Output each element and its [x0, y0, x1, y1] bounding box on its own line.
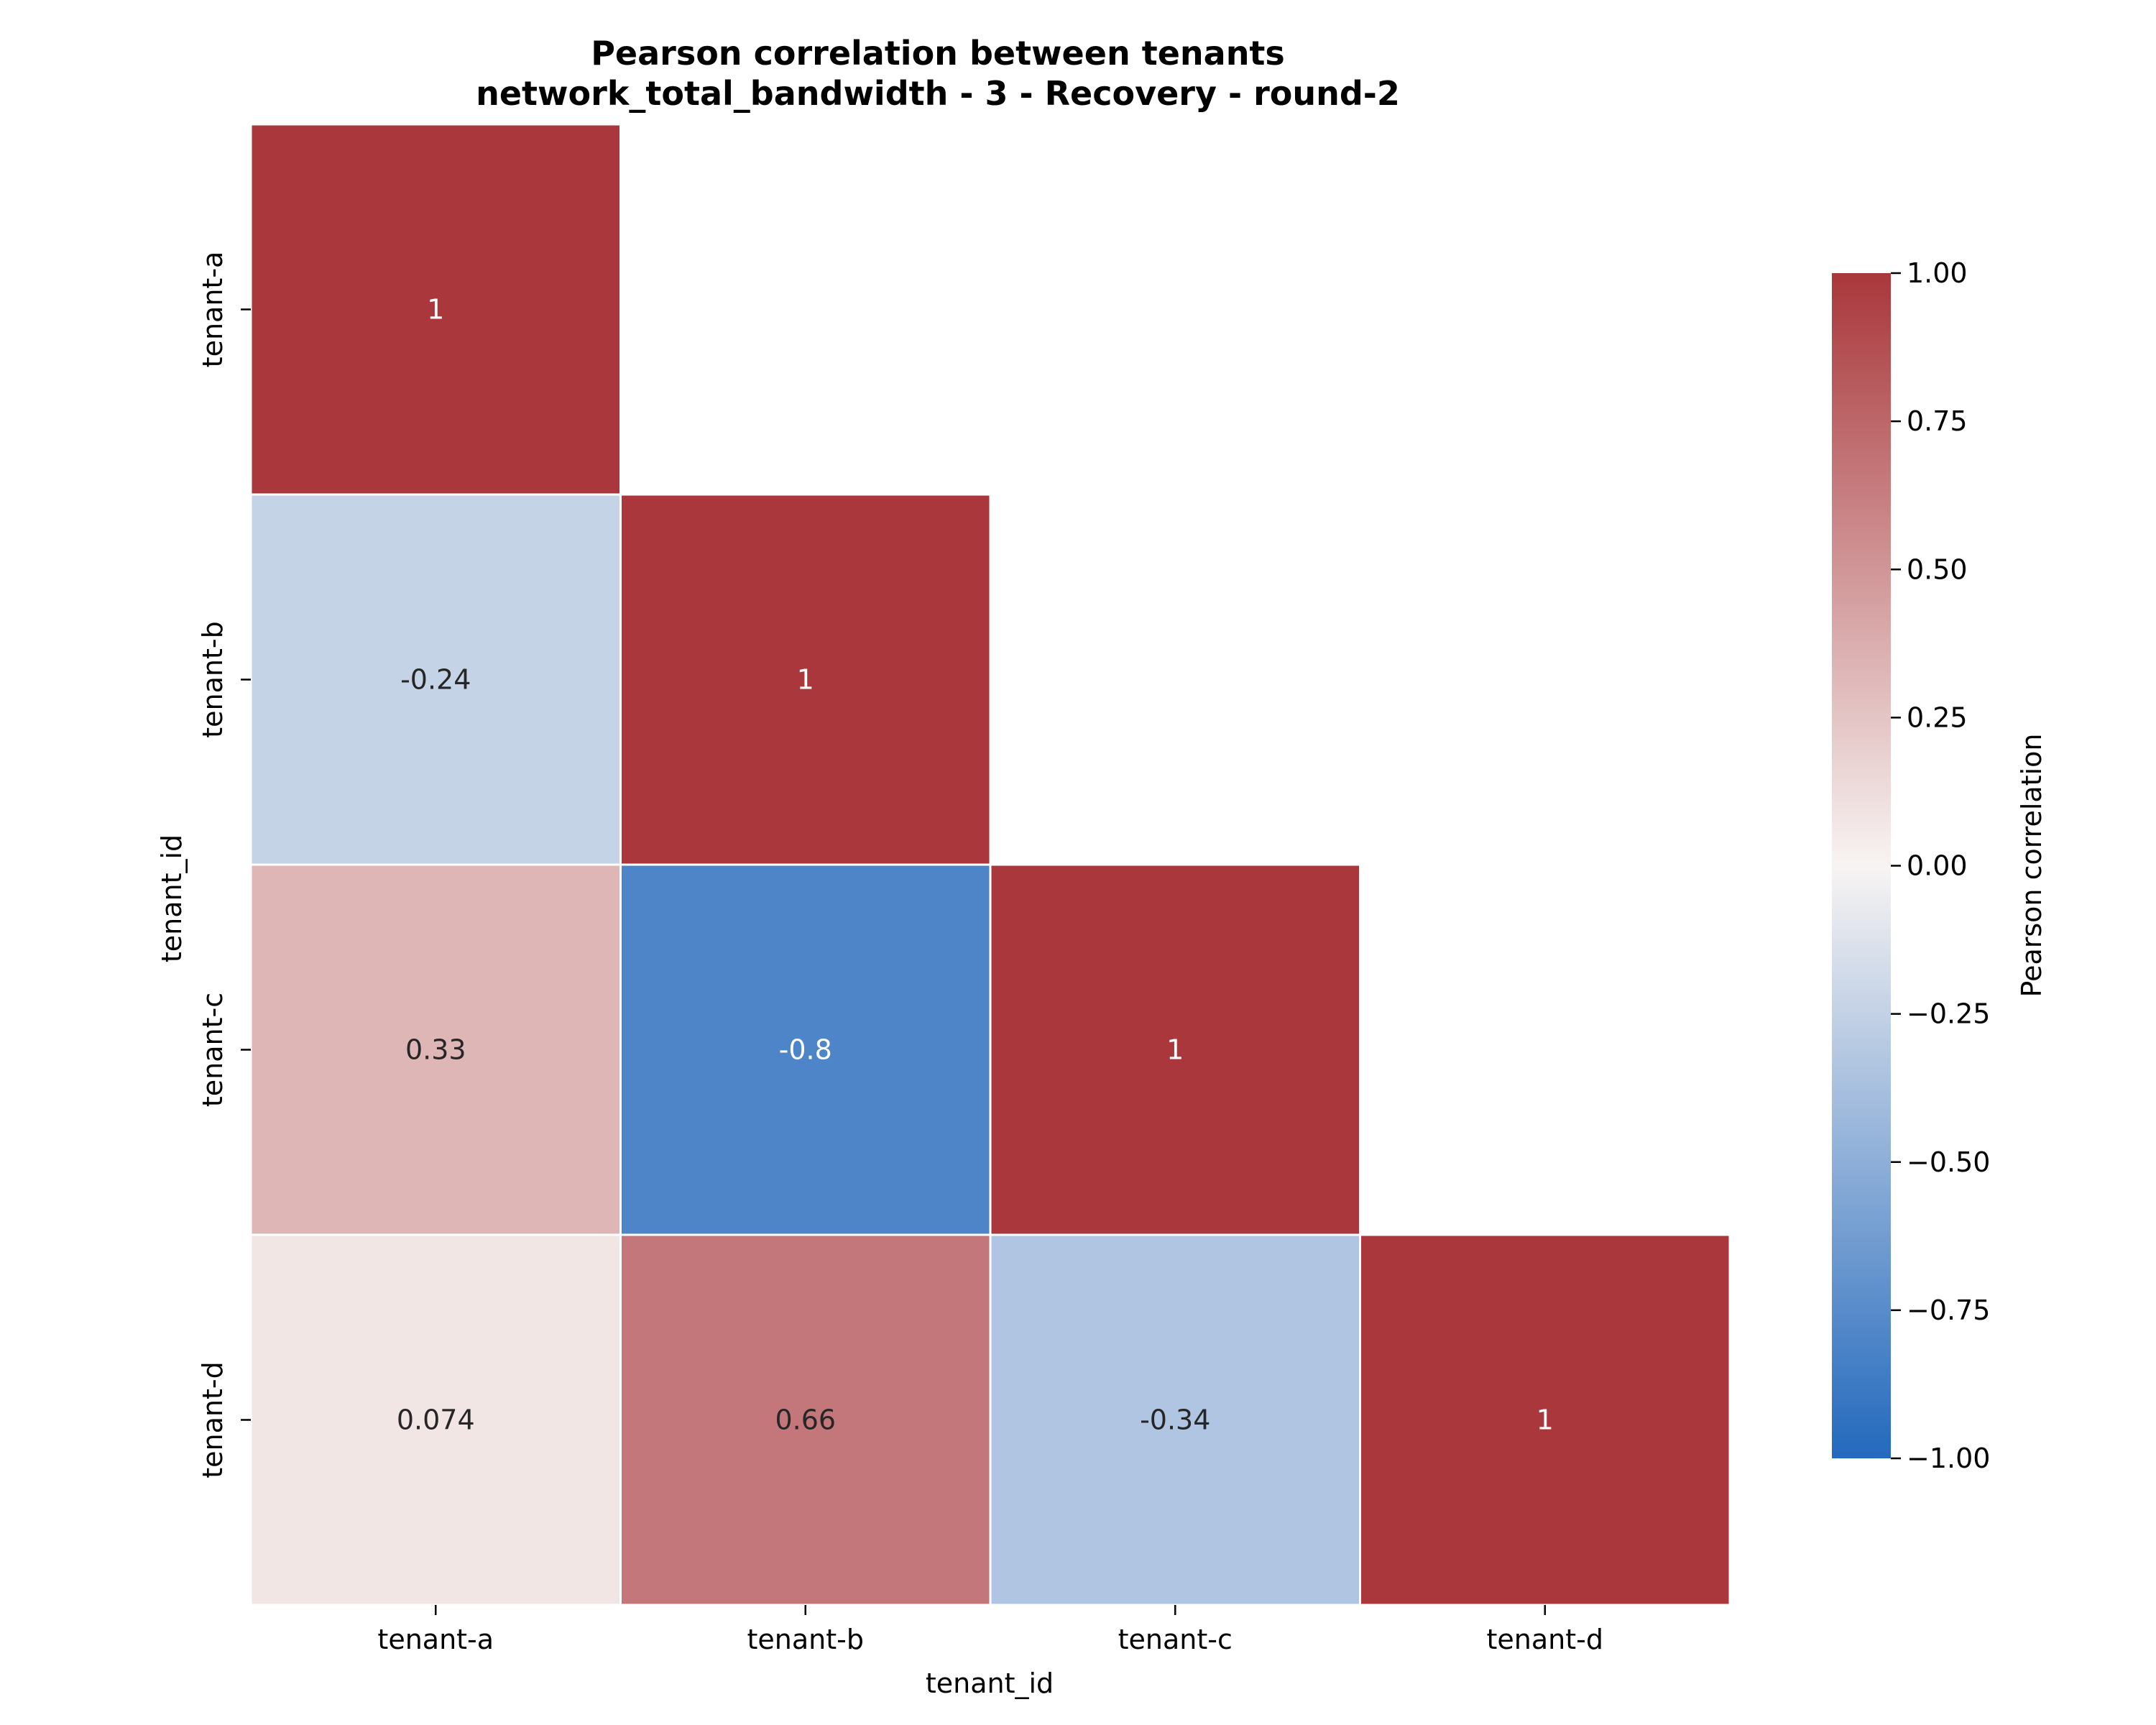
- cell-value-label: 0.66: [775, 1404, 836, 1436]
- x-axis: tenant-a tenant-b tenant-c tenant-d: [377, 1605, 1603, 1655]
- x-tick-label: tenant-d: [1487, 1624, 1603, 1655]
- x-tick-label: tenant-c: [1118, 1624, 1233, 1655]
- y-tick-label: tenant-c: [197, 993, 229, 1107]
- cell-value-label: -0.8: [779, 1034, 832, 1066]
- cell-value-label: 1: [797, 664, 814, 696]
- x-axis-label: tenant_id: [926, 1668, 1054, 1699]
- colorbar-tick-label: 0.00: [1907, 850, 1968, 882]
- y-axis: tenant-a tenant-b tenant-c tenant-d: [197, 252, 251, 1478]
- cell-value-label: 1: [427, 294, 444, 326]
- cell-value-label: 1: [1166, 1034, 1184, 1066]
- colorbar-tick-label: 0.50: [1907, 553, 1968, 585]
- heatmap-cell: [1359, 1233, 1731, 1606]
- heatmap-cell: [249, 123, 622, 496]
- colorbar-tick-label: 0.75: [1907, 405, 1968, 437]
- colorbar-ticks: 1.00 0.75 0.50 0.25 0.00 −0.25 −0.50 −0.75 −1.00: [1891, 257, 1990, 1474]
- colorbar-gradient: [1832, 273, 1891, 1458]
- heatmap-cell: [619, 493, 992, 866]
- colorbar-label: Pearson correlation: [2016, 734, 2047, 998]
- x-tick-label: tenant-a: [377, 1624, 494, 1655]
- cell-value-label: -0.24: [400, 664, 471, 696]
- cell-value-label: 0.33: [405, 1034, 466, 1066]
- colorbar-tick-label: 1.00: [1907, 257, 1968, 289]
- heatmap-cell: [249, 863, 622, 1236]
- cell-value-label: -0.34: [1140, 1404, 1210, 1436]
- colorbar-tick-label: −0.50: [1907, 1146, 1990, 1178]
- chart-title: Pearson correlation between tenants: [591, 34, 1285, 73]
- chart-subtitle: network_total_bandwidth - 3 - Recovery -…: [476, 74, 1400, 113]
- heatmap-cells: 1 -0.24 1 0.33 -0.8 1 0.074 0.66 -0.34 1: [249, 123, 1731, 1606]
- y-tick-label: tenant-d: [197, 1361, 229, 1478]
- colorbar-tick-label: −1.00: [1907, 1443, 1990, 1474]
- y-tick-label: tenant-b: [197, 621, 229, 737]
- heatmap-cell: [989, 863, 1361, 1236]
- heatmap-cell: [619, 863, 992, 1236]
- colorbar-tick-label: −0.75: [1907, 1294, 1990, 1326]
- heatmap-cell: [249, 1233, 622, 1606]
- heatmap-cell: [249, 493, 622, 866]
- heatmap-cell: [619, 1233, 992, 1606]
- cell-value-label: 1: [1537, 1404, 1554, 1436]
- x-tick-label: tenant-b: [747, 1624, 864, 1655]
- colorbar-tick-label: 0.25: [1907, 702, 1968, 733]
- cell-value-label: 0.074: [397, 1404, 475, 1436]
- y-tick-label: tenant-a: [197, 252, 229, 368]
- colorbar-tick-label: −0.25: [1907, 998, 1990, 1030]
- colorbar: 1.00 0.75 0.50 0.25 0.00 −0.25 −0.50 −0.75 −1.00…: [1832, 257, 2047, 1474]
- y-axis-label: tenant_id: [156, 834, 188, 962]
